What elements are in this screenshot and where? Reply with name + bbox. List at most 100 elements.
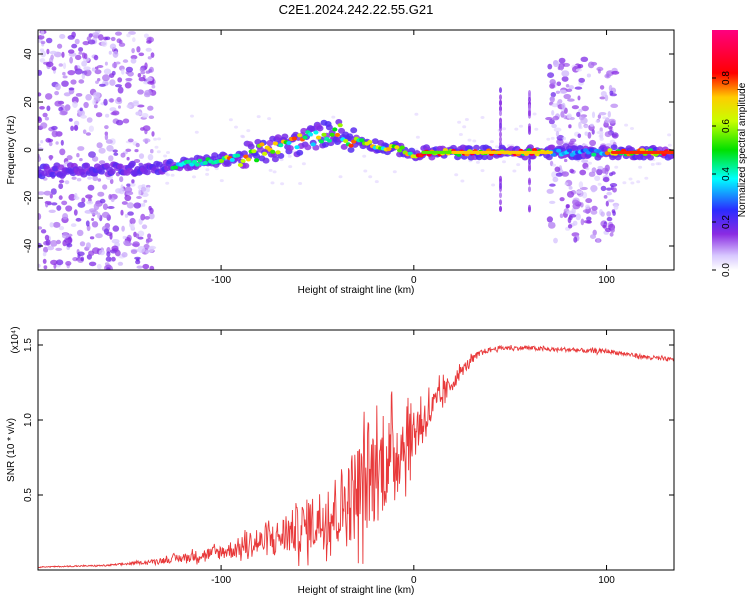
noise-blob: [157, 137, 161, 141]
noise-blob: [602, 176, 610, 183]
noise-blob: [43, 265, 48, 270]
noise-blob: [499, 94, 502, 101]
noise-blob: [610, 103, 619, 109]
snr-marks: [38, 344, 674, 569]
noise-blob: [586, 73, 592, 78]
x-tick-label: 0: [411, 575, 417, 586]
ridge-core: [607, 148, 613, 153]
noise-blob: [528, 179, 531, 186]
noise-blob: [94, 66, 99, 70]
noise-blob: [147, 233, 152, 239]
ridge-blob: [371, 138, 379, 145]
noise-blob: [47, 138, 54, 143]
noise-blob: [575, 213, 581, 221]
noise-blob: [109, 107, 117, 112]
ridge-blob: [116, 163, 124, 170]
noise-blob: [72, 101, 78, 108]
ridge-core: [591, 152, 597, 157]
noise-blob: [301, 162, 306, 166]
figure-title: C2E1.2024.242.22.55.G21: [279, 2, 434, 17]
noise-blob: [62, 213, 69, 220]
noise-blob: [514, 127, 519, 131]
noise-blob: [598, 134, 603, 138]
noise-blob: [606, 211, 612, 217]
noise-blob: [42, 251, 47, 257]
colorbar-gradient: [712, 30, 738, 270]
ridge-blob: [49, 171, 57, 178]
snr-frame: [37, 329, 675, 571]
noise-blob: [66, 243, 73, 248]
noise-blob: [150, 149, 154, 154]
noise-blob: [205, 172, 210, 176]
noise-blob: [93, 91, 101, 99]
ridge-blob: [350, 127, 358, 134]
noise-blob: [95, 112, 103, 118]
noise-blob: [499, 136, 502, 143]
noise-blob: [106, 251, 111, 257]
spectrogram-marks: [38, 30, 674, 270]
noise-blob: [67, 70, 76, 76]
noise-blob: [553, 237, 558, 244]
x-tick-label: 0: [411, 275, 417, 286]
noise-blob: [577, 64, 584, 69]
noise-blob: [597, 68, 601, 74]
noise-blob: [362, 154, 367, 158]
ridge-blob: [473, 144, 480, 151]
ridge-blob: [211, 152, 219, 159]
noise-blob: [170, 173, 175, 177]
noise-blob: [205, 168, 210, 172]
noise-blob: [596, 130, 604, 135]
ridge-core: [310, 142, 316, 147]
noise-blob: [565, 88, 573, 93]
x-tick-label: -100: [211, 275, 231, 286]
noise-blob: [133, 202, 142, 209]
colorbar-tick-label: 0.2: [721, 215, 732, 229]
noise-blob: [566, 210, 574, 215]
noise-blob: [98, 34, 104, 41]
noise-blob: [499, 122, 502, 129]
noise-blob: [499, 192, 502, 199]
noise-blob: [89, 236, 95, 240]
ridge-core: [407, 151, 413, 156]
noise-blob: [87, 184, 95, 191]
noise-blob: [87, 176, 92, 180]
noise-blob: [51, 130, 59, 138]
noise-blob: [280, 182, 285, 186]
noise-blob: [118, 105, 121, 109]
y-tick-label: -40: [23, 238, 34, 253]
noise-blob: [578, 181, 584, 189]
noise-blob: [607, 111, 611, 118]
noise-blob: [49, 222, 54, 228]
noise-blob: [62, 75, 68, 79]
noise-blob: [138, 77, 146, 82]
noise-blob: [499, 110, 502, 117]
noise-blob: [548, 222, 556, 226]
noise-blob: [51, 125, 58, 131]
noise-blob: [98, 249, 106, 256]
ridge-blob: [571, 145, 579, 152]
noise-blob: [528, 162, 531, 169]
noise-blob: [591, 111, 596, 119]
noise-blob: [606, 216, 613, 222]
noise-blob: [51, 202, 58, 206]
ridge-core: [307, 132, 314, 137]
noise-blob: [85, 94, 92, 101]
noise-blob: [74, 192, 78, 199]
noise-blob: [101, 40, 108, 47]
noise-blob: [549, 200, 556, 204]
noise-blob: [609, 183, 618, 187]
noise-blob: [267, 117, 272, 121]
noise-blob: [584, 131, 589, 136]
noise-blob: [95, 200, 101, 205]
noise-blob: [61, 80, 69, 87]
noise-blob: [585, 204, 590, 210]
noise-blob: [45, 61, 54, 68]
snr-y-label: SNR (10 * v/v): [6, 418, 17, 482]
x-tick-label: 100: [598, 575, 615, 586]
noise-blob: [38, 191, 45, 196]
noise-blob: [88, 125, 94, 132]
noise-blob: [528, 204, 531, 211]
noise-blob: [104, 133, 109, 141]
ridge-core: [243, 154, 249, 159]
